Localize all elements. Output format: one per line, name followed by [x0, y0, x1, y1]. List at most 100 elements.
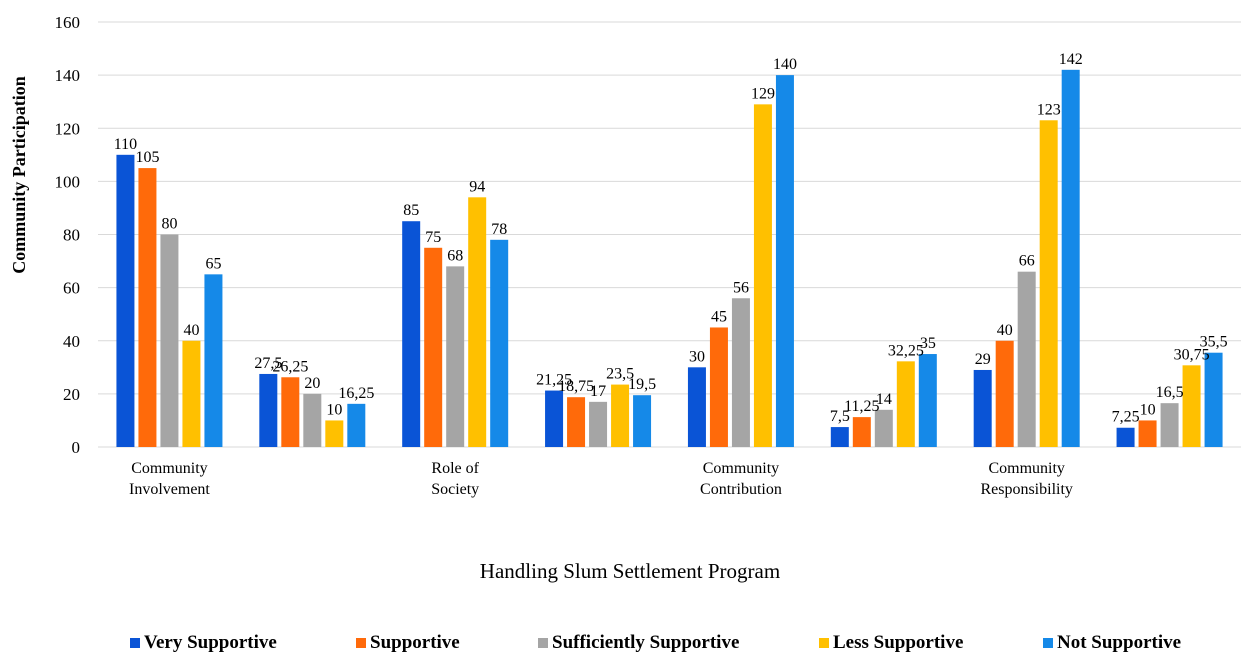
legend-item: Supportive [356, 632, 460, 654]
data-label: 17 [590, 383, 606, 400]
x-axis-ticks: Community Involvement Role of Society Commun… [129, 460, 1073, 498]
bar [775, 75, 794, 447]
x-tick-label: Community Involvement [129, 460, 210, 498]
data-label: 105 [135, 149, 159, 166]
data-label: 7,25 [1112, 409, 1140, 426]
bar [325, 420, 344, 447]
data-label: 78 [491, 221, 507, 238]
bar [347, 403, 366, 447]
data-label: 30 [689, 348, 705, 365]
data-label: 68 [447, 247, 463, 264]
data-label: 35,5 [1200, 334, 1228, 351]
bar [874, 409, 893, 447]
data-label: 10 [326, 401, 342, 418]
data-label: 45 [711, 308, 727, 325]
data-label: 129 [751, 85, 775, 102]
bar [468, 197, 487, 447]
legend: Very Supportive Supportive Sufficiently Su… [0, 632, 1241, 654]
y-axis-ticks: 0 20 40 60 80 100 120 140 160 [55, 13, 81, 457]
data-label: 19,5 [628, 376, 656, 393]
data-label: 10 [1140, 401, 1156, 418]
y-tick-label: 140 [55, 66, 81, 85]
bar [709, 327, 728, 447]
data-label: 75 [425, 229, 441, 246]
data-label: 23,5 [606, 366, 634, 383]
data-label: 26,25 [272, 358, 308, 375]
bar [973, 369, 992, 447]
bar [1039, 120, 1058, 447]
bar [160, 234, 179, 447]
data-label: 94 [469, 178, 485, 195]
data-label: 65 [205, 255, 221, 272]
bar [1138, 420, 1157, 447]
y-tick-label: 80 [63, 226, 80, 245]
bar [545, 390, 564, 447]
bar [896, 361, 915, 447]
data-label: 56 [733, 279, 749, 296]
x-tick-label: Community Responsibility [980, 460, 1072, 498]
data-label: 20 [304, 375, 320, 392]
bar [589, 401, 608, 447]
bar [918, 354, 937, 447]
legend-label: Less Supportive [833, 632, 964, 653]
data-label: 16,5 [1156, 384, 1184, 401]
bar [611, 384, 630, 447]
y-tick-label: 0 [72, 438, 81, 457]
data-label: 7,5 [830, 408, 850, 425]
data-label: 40 [183, 322, 199, 339]
bar [995, 340, 1014, 447]
data-label: 16,25 [338, 385, 374, 402]
data-label: 40 [997, 322, 1013, 339]
bar [852, 417, 871, 447]
bar [1116, 427, 1135, 447]
legend-item: Very Supportive [130, 632, 277, 654]
bar [1160, 403, 1179, 447]
legend-swatch [130, 638, 140, 648]
data-label: 85 [403, 202, 419, 219]
data-labels: 11010580406527,526,25201016,258575689478… [114, 51, 1228, 426]
y-tick-label: 20 [63, 385, 80, 404]
legend-swatch [356, 638, 366, 648]
data-label: 110 [114, 136, 137, 153]
bar [204, 274, 223, 447]
legend-swatch [1043, 638, 1053, 648]
data-label: 14 [876, 391, 892, 408]
data-label: 29 [975, 351, 991, 368]
bar [731, 298, 750, 447]
legend-label: Sufficiently Supportive [552, 632, 740, 653]
y-tick-label: 100 [55, 172, 81, 191]
bar [138, 168, 157, 447]
bar [281, 377, 300, 447]
bar [633, 395, 652, 447]
y-tick-label: 40 [63, 332, 80, 351]
bar [753, 104, 772, 447]
data-label: 32,25 [888, 342, 924, 359]
bar [1182, 365, 1201, 447]
bars [116, 69, 1223, 447]
data-label: 21,25 [536, 372, 572, 389]
bar [687, 367, 706, 447]
x-tick-label: Community Contribution [700, 460, 782, 498]
bar [1017, 271, 1036, 447]
bar [259, 373, 278, 447]
x-tick-label: Role of Society [431, 460, 479, 498]
legend-label: Not Supportive [1057, 632, 1182, 653]
data-label: 66 [1019, 253, 1035, 270]
y-axis-label: Community Participation [9, 76, 29, 274]
y-tick-label: 60 [63, 279, 80, 298]
data-label: 27,5 [254, 355, 282, 372]
data-label: 123 [1037, 101, 1061, 118]
x-axis-label: Handling Slum Settlement Program [480, 559, 780, 583]
legend-swatch [538, 638, 548, 648]
bar [116, 154, 135, 447]
data-label: 140 [773, 56, 797, 73]
bar [402, 221, 421, 447]
y-tick-label: 120 [55, 119, 81, 138]
bar [830, 427, 849, 447]
bar [567, 397, 586, 447]
data-label: 30,75 [1174, 346, 1210, 363]
legend-label: Supportive [370, 632, 460, 653]
data-label: 80 [161, 216, 177, 233]
